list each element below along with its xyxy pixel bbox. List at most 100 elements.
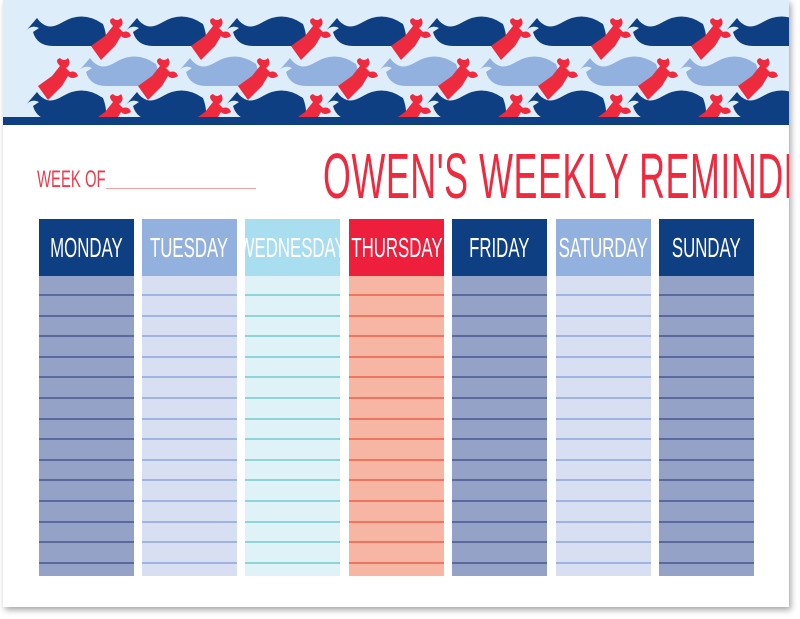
ruled-line: [349, 561, 444, 564]
ruled-line: [659, 335, 754, 338]
day-notes-area[interactable]: [142, 276, 237, 576]
ruled-line: [556, 314, 651, 317]
ruled-line: [452, 314, 547, 317]
day-notes-area[interactable]: [245, 276, 340, 576]
ruled-line: [659, 479, 754, 482]
page-title: OWEN'S WEEKLY REMINDERS: [323, 140, 789, 212]
ruled-line: [349, 458, 444, 461]
ruled-line: [245, 500, 340, 502]
weekly-reminders-sheet: WEEK OF OWEN'S WEEKLY REMINDERS MONDAY TU…: [3, 0, 789, 607]
day-notes-area[interactable]: [556, 276, 651, 576]
ruled-line: [556, 417, 651, 420]
ruled-line: [349, 500, 444, 502]
ruled-line: [349, 397, 444, 399]
ruled-line: [452, 397, 547, 399]
ruled-line: [556, 294, 651, 296]
ruled-line: [245, 417, 340, 420]
ruled-line: [452, 335, 547, 338]
ruled-line: [39, 438, 134, 441]
ruled-line: [556, 376, 651, 379]
ruled-line: [659, 458, 754, 461]
ruled-line: [452, 376, 547, 379]
ruled-line: [349, 355, 444, 358]
day-label: TUESDAY: [150, 231, 229, 263]
day-notes-area[interactable]: [39, 276, 134, 576]
ruled-line: [245, 520, 340, 523]
day-column-wednesday: WEDNESDAY: [239, 219, 346, 576]
ruled-line: [659, 417, 754, 420]
ruled-line: [349, 335, 444, 338]
ruled-line: [349, 479, 444, 482]
ruled-line: [349, 376, 444, 379]
ruled-line: [142, 397, 237, 399]
ruled-line: [142, 314, 237, 317]
week-of-line: [106, 188, 256, 189]
day-label: THURSDAY: [350, 231, 443, 263]
ruled-line: [556, 355, 651, 358]
day-column-thursday: THURSDAY: [349, 219, 444, 576]
ruled-line: [452, 561, 547, 564]
day-notes-area[interactable]: [659, 276, 754, 576]
ruled-line: [556, 458, 651, 461]
ruled-line: [659, 541, 754, 544]
ruled-line: [245, 541, 340, 544]
ruled-line: [142, 294, 237, 296]
ruled-line: [39, 335, 134, 338]
ruled-line: [39, 314, 134, 317]
pattern-row-1: [25, 16, 789, 60]
day-column-sunday: SUNDAY: [659, 219, 754, 576]
day-notes-area[interactable]: [349, 276, 444, 576]
ruled-line: [142, 376, 237, 379]
ruled-line: [142, 561, 237, 564]
ruled-line: [452, 520, 547, 523]
day-label: FRIDAY: [469, 231, 530, 263]
ruled-line: [452, 438, 547, 441]
ruled-line: [659, 500, 754, 502]
day-label: SUNDAY: [672, 231, 741, 263]
ruled-line: [659, 355, 754, 358]
ruled-line: [452, 458, 547, 461]
ruled-line: [659, 397, 754, 399]
day-column-friday: FRIDAY: [452, 219, 547, 576]
ruled-line: [452, 479, 547, 482]
ruled-line: [556, 520, 651, 523]
ruled-line: [142, 355, 237, 358]
day-label: WEDNESDAY: [238, 231, 347, 263]
ruled-line: [245, 294, 340, 296]
ruled-line: [39, 458, 134, 461]
ruled-line: [452, 355, 547, 358]
ruled-line: [452, 500, 547, 502]
ruled-line: [556, 438, 651, 441]
ruled-line: [39, 520, 134, 523]
ruled-line: [142, 458, 237, 461]
ruled-line: [39, 417, 134, 420]
ruled-line: [556, 561, 651, 564]
ruled-line: [39, 500, 134, 502]
banner-navy-strip: [3, 117, 789, 125]
day-column-tuesday: TUESDAY: [142, 219, 237, 576]
ruled-line: [245, 314, 340, 317]
day-label: SATURDAY: [559, 231, 648, 263]
ruled-line: [659, 520, 754, 523]
ruled-line: [659, 314, 754, 317]
ruled-line: [142, 438, 237, 441]
ruled-line: [39, 397, 134, 399]
ruled-line: [452, 541, 547, 544]
day-notes-area[interactable]: [452, 276, 547, 576]
day-column-saturday: SATURDAY: [556, 219, 651, 576]
day-header: TUESDAY: [142, 219, 237, 276]
ruled-line: [556, 397, 651, 399]
ruled-line: [659, 438, 754, 441]
ruled-line: [349, 417, 444, 420]
ruled-line: [142, 335, 237, 338]
ruled-line: [349, 520, 444, 523]
day-header: THURSDAY: [349, 219, 444, 276]
ruled-line: [556, 541, 651, 544]
whale-lobster-pattern: [25, 16, 789, 125]
ruled-line: [245, 376, 340, 379]
ruled-line: [39, 479, 134, 482]
day-label: MONDAY: [50, 231, 123, 263]
day-header: MONDAY: [39, 219, 134, 276]
ruled-line: [245, 335, 340, 338]
ruled-line: [142, 520, 237, 523]
